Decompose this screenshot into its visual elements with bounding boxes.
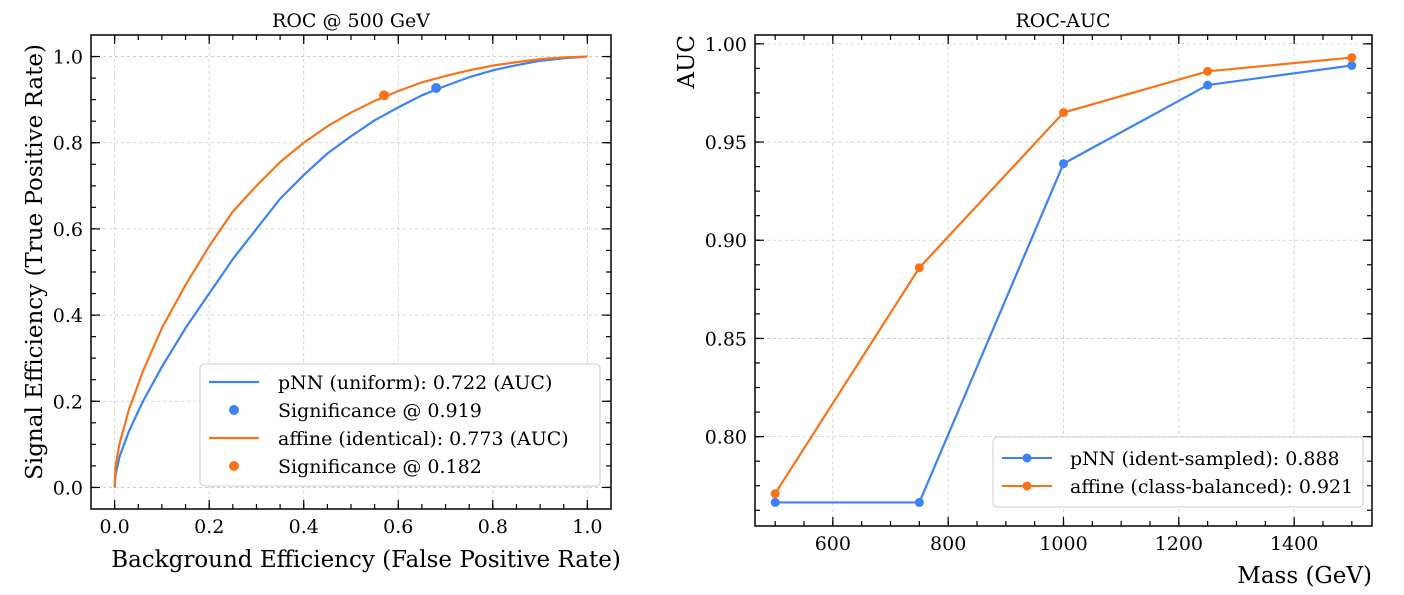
auc-y-axis-label: AUC <box>674 35 700 90</box>
auc-x-tick-label: 600 <box>815 533 851 555</box>
roc-legend-entries: pNN (uniform): 0.722 (AUC) Significance … <box>209 372 569 478</box>
roc-x-tick-label: 0.2 <box>194 516 224 538</box>
auc-y-tick-label: 0.85 <box>705 328 747 350</box>
roc-series <box>113 55 588 488</box>
auc-x-tick-label: 1200 <box>1155 533 1203 555</box>
auc-point-affine-class-balanced-0-921 <box>914 263 924 273</box>
auc-ticks: 600 800 1000 1200 1400 0.80 0.85 0.90 0.95 1.00 <box>705 34 1372 555</box>
legend-label-significance-affine: Significance @ 0.182 <box>278 456 482 478</box>
roc-y-axis-label: Signal Efficiency (True Positive Rate) <box>22 44 48 480</box>
auc-y-tick-label: 1.00 <box>705 34 747 56</box>
roc-x-tick-label: 0.0 <box>100 516 130 538</box>
legend-label-affine-class-balanced: affine (class-balanced): 0.921 <box>1070 476 1353 498</box>
legend-label-significance-pnn: Significance @ 0.919 <box>278 400 482 422</box>
roc-line-affine-identical-0-773-auc <box>113 55 588 488</box>
auc-series <box>770 53 1357 507</box>
legend-label-affine-identical: affine (identical): 0.773 (AUC) <box>278 428 569 450</box>
roc-legend: pNN (uniform): 0.722 (AUC) Significance … <box>199 363 601 487</box>
auc-point-pnn-ident-sampled-0-888 <box>1203 80 1213 90</box>
roc-legend-box <box>199 363 601 487</box>
roc-y-tick-label: 0.4 <box>53 305 83 327</box>
roc-y-tick-label: 0.8 <box>53 133 83 155</box>
auc-x-axis-label: Mass (GeV) <box>1237 563 1372 589</box>
auc-legend-box <box>992 436 1364 508</box>
roc-x-tick-label: 1.0 <box>572 516 602 538</box>
auc-point-pnn-ident-sampled-0-888 <box>914 497 924 507</box>
roc-x-axis-label: Background Efficiency (False Positive Ra… <box>111 547 621 573</box>
legend-marker-significance-affine <box>229 461 239 471</box>
legend-label-pnn-uniform: pNN (uniform): 0.722 (AUC) <box>278 372 552 394</box>
roc-chart: 0.0 0.2 0.4 0.6 0.8 1.0 0.0 0.2 0.4 0.6 0.8 1.0 ROC… <box>22 10 621 573</box>
roc-y-tick-label: 0.6 <box>53 219 83 241</box>
legend-marker-significance-pnn <box>229 405 239 415</box>
auc-chart: 600 800 1000 1200 1400 0.80 0.85 0.90 0.95 1.00 R… <box>674 10 1373 589</box>
legend-label-pnn-ident-sampled: pNN (ident-sampled): 0.888 <box>1070 448 1340 470</box>
auc-point-affine-class-balanced-0-921 <box>770 489 780 499</box>
auc-point-affine-class-balanced-0-921 <box>1059 108 1068 118</box>
roc-chart-title: ROC @ 500 GeV <box>272 10 430 32</box>
auc-point-pnn-ident-sampled-0-888 <box>770 497 780 507</box>
roc-x-tick-label: 0.6 <box>383 516 413 538</box>
roc-y-tick-label: 0.0 <box>53 477 83 499</box>
auc-y-tick-label: 0.80 <box>705 427 747 449</box>
roc-ticks: 0.0 0.2 0.4 0.6 0.8 1.0 0.0 0.2 0.4 0.6 0.8 1.0 <box>53 35 611 538</box>
roc-y-tick-label: 1.0 <box>53 47 83 69</box>
auc-point-affine-class-balanced-0-921 <box>1203 66 1213 76</box>
auc-point-pnn-ident-sampled-0-888 <box>1347 60 1357 70</box>
auc-x-tick-label: 1000 <box>1039 533 1087 555</box>
auc-legend: pNN (ident-sampled): 0.888 affine (class… <box>992 436 1364 508</box>
roc-y-tick-label: 0.2 <box>53 391 83 413</box>
legend-marker-pnn-ident-sampled <box>1022 453 1032 463</box>
auc-x-tick-label: 1400 <box>1270 533 1318 555</box>
auc-point-affine-class-balanced-0-921 <box>1347 53 1357 63</box>
roc-point-significance-0-182 <box>379 90 390 101</box>
auc-chart-title: ROC-AUC <box>1015 10 1110 32</box>
auc-x-tick-label: 800 <box>930 533 966 555</box>
roc-line-pnn-uniform-0-722-auc <box>113 55 588 488</box>
auc-point-pnn-ident-sampled-0-888 <box>1059 159 1068 169</box>
roc-x-tick-label: 0.4 <box>289 516 319 538</box>
auc-y-tick-label: 0.95 <box>705 132 747 154</box>
auc-y-tick-label: 0.90 <box>705 230 747 252</box>
legend-marker-affine-class-balanced <box>1022 481 1032 491</box>
roc-plot-frame <box>90 34 612 510</box>
roc-point-significance-0-919 <box>431 83 442 94</box>
auc-plot-frame <box>754 34 1373 527</box>
roc-x-tick-label: 0.8 <box>478 516 508 538</box>
